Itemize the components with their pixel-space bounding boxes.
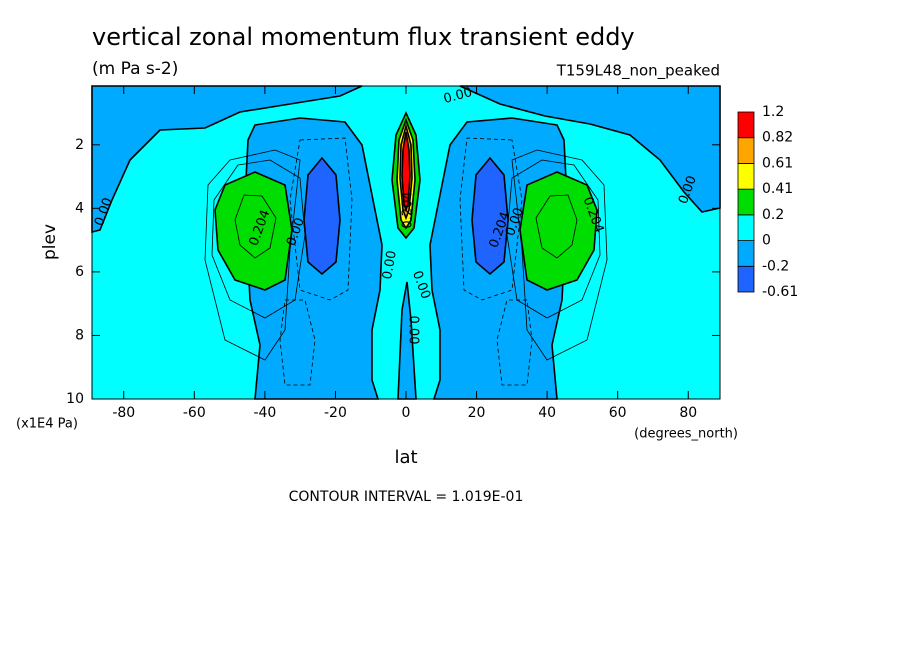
filled-region: [91, 85, 363, 234]
y-tick-label: 10: [66, 391, 84, 407]
y-tick-label: 4: [75, 200, 84, 216]
x-tick-label: -60: [183, 405, 206, 421]
colorbar-label: 0: [762, 233, 771, 249]
contour-label: 0.204: [401, 191, 416, 228]
contour-label: 0.00: [380, 249, 400, 280]
colorbar-box: [737, 163, 755, 190]
plot-area: 0.000.000.000.204 0.000.000.2040.000.000.…: [91, 85, 721, 400]
contour-line: [279, 299, 316, 386]
contour-label: 0.00: [442, 85, 474, 107]
chart-subtitle: (m Pa s-2): [92, 59, 178, 79]
contour-line: [211, 159, 306, 319]
colorbar-label: -0.61: [762, 284, 798, 300]
colorbar-label: 1.2: [762, 104, 784, 120]
filled-region: [214, 171, 293, 291]
filled-region: [303, 156, 341, 276]
contour-line: [234, 194, 277, 259]
x-units: (degrees_north): [634, 427, 738, 442]
colorbar-box: [737, 214, 755, 241]
footnote: CONTOUR INTERVAL = 1.019E-01: [289, 489, 524, 505]
y-units: (x1E4 Pa): [16, 417, 78, 432]
x-tick-label: 60: [609, 405, 627, 421]
y-axis-label: plev: [40, 224, 60, 260]
contour-line: [535, 194, 578, 259]
x-tick-label: 80: [679, 405, 697, 421]
dataset-label: T159L48_non_peaked: [556, 62, 720, 81]
x-tick-label: -80: [112, 405, 135, 421]
y-tick-label: 2: [75, 137, 84, 153]
colorbar-label: 0.41: [762, 181, 793, 197]
y-tick-label: 8: [75, 327, 84, 343]
filled-region: [401, 131, 411, 213]
x-axis-label: lat: [394, 447, 417, 468]
x-tick-label: 0: [402, 405, 411, 421]
contour-line: [204, 149, 301, 361]
colorbar-label: 0.2: [762, 207, 784, 223]
contour-line: [459, 137, 523, 301]
contour-line: [511, 149, 608, 361]
filled-region: [519, 171, 598, 291]
x-tick-label: -20: [324, 405, 347, 421]
colorbar-box: [737, 137, 755, 164]
colorbar-label: 0.82: [762, 130, 793, 146]
colorbar-box: [737, 111, 755, 139]
y-tick-label: 6: [75, 264, 84, 280]
colorbar-box: [737, 188, 755, 216]
contour-label: 0.00: [406, 316, 421, 345]
colorbar-box: [737, 265, 755, 293]
colorbar-label: 0.61: [762, 155, 793, 171]
x-tick-label: 20: [468, 405, 486, 421]
contour-line: [289, 137, 353, 301]
contour-line: [496, 299, 533, 386]
chart-title: vertical zonal momentum flux transient e…: [92, 23, 635, 51]
x-tick-label: -40: [253, 405, 276, 421]
colorbar-box: [737, 240, 755, 267]
x-tick-label: 40: [538, 405, 556, 421]
filled-region: [471, 156, 509, 276]
colorbar-label: -0.2: [762, 258, 789, 274]
contour-line: [506, 159, 601, 319]
